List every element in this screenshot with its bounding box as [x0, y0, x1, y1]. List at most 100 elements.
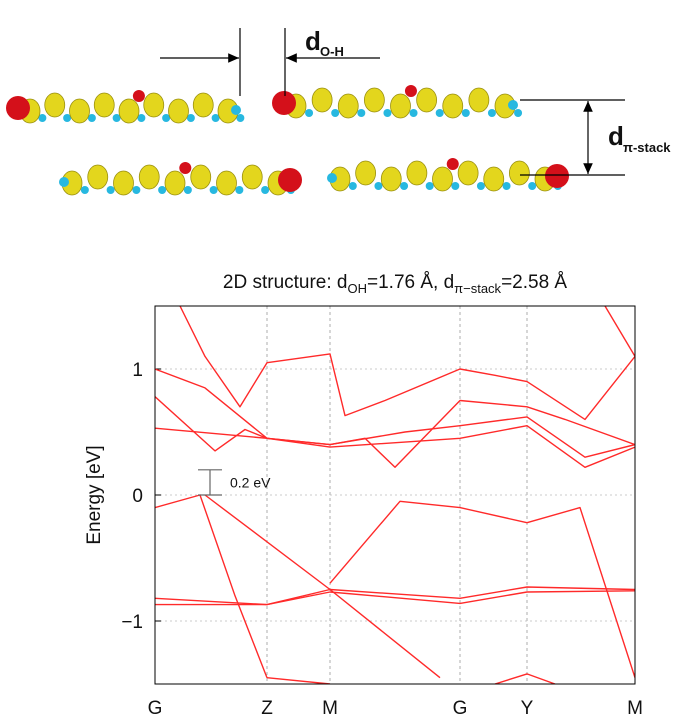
hydrogen — [112, 114, 121, 122]
hydrogen — [476, 182, 485, 190]
hydrogen — [305, 109, 314, 117]
carbon — [192, 92, 214, 118]
hydrogen — [528, 182, 537, 190]
band-line — [179, 306, 635, 421]
carbon — [380, 166, 402, 192]
hydrogen — [158, 186, 167, 194]
oxygen — [446, 158, 459, 170]
oxygen — [179, 162, 192, 174]
hydrogen — [327, 173, 337, 183]
y-tick-label: −1 — [121, 612, 143, 633]
carbon — [311, 87, 333, 113]
carbon — [406, 160, 428, 186]
x-tick-label: G — [453, 698, 468, 719]
carbon — [508, 160, 530, 186]
band-line — [604, 306, 635, 357]
carbon — [216, 170, 237, 196]
hydrogen — [502, 182, 511, 190]
bands — [155, 306, 635, 684]
carbon — [355, 160, 377, 186]
hydrogen — [137, 114, 146, 122]
hydrogen — [261, 186, 270, 194]
band-line — [266, 677, 331, 684]
hydrogen — [451, 182, 460, 190]
carbon — [416, 87, 438, 113]
carbon — [143, 92, 165, 118]
band-line — [155, 586, 635, 606]
plot: G Z M G Y M −1 0 1 0.2 eV — [121, 305, 643, 719]
oxygen — [278, 168, 302, 192]
hydrogen — [331, 109, 340, 117]
oxygen — [545, 164, 569, 188]
band-line — [494, 673, 556, 684]
y-tick-label: 1 — [132, 360, 143, 381]
carbon — [190, 164, 212, 190]
carbon — [457, 160, 479, 186]
hydrogen — [186, 114, 195, 122]
hydrogen — [514, 109, 523, 117]
hydrogen — [38, 114, 47, 122]
carbon — [432, 166, 453, 192]
hydrogen — [374, 182, 383, 190]
carbon — [113, 170, 134, 196]
band-line — [155, 425, 635, 468]
x-tick-label: M — [322, 698, 338, 719]
oxygen — [404, 85, 417, 97]
carbon — [241, 164, 263, 190]
d-subscript: π-stack — [623, 140, 671, 155]
carbon — [93, 92, 115, 118]
hydrogen — [209, 186, 218, 194]
oxygen — [132, 90, 145, 102]
band-line — [204, 494, 441, 679]
hydrogen — [106, 186, 115, 194]
dimension-lines — [160, 28, 625, 176]
hydrogen — [383, 109, 392, 117]
band-line — [155, 590, 635, 606]
oxygen — [272, 91, 296, 115]
x-tick-label: Y — [521, 698, 534, 719]
hydrogen — [87, 114, 96, 122]
band-line — [329, 500, 635, 678]
x-tick-label: Z — [261, 698, 273, 719]
hydrogen — [508, 100, 518, 110]
d-symbol: d — [305, 26, 321, 56]
hydrogen — [357, 109, 366, 117]
hydrogen — [461, 109, 470, 117]
hydrogen — [183, 186, 192, 194]
carbon — [118, 98, 140, 124]
hydrogen — [236, 114, 245, 122]
carbon — [468, 87, 490, 113]
carbon — [138, 164, 160, 190]
hydrogen — [235, 186, 244, 194]
band-line — [155, 396, 635, 468]
oxygen — [6, 96, 30, 120]
hydrogen — [425, 182, 434, 190]
d-symbol: d — [608, 121, 624, 151]
x-tick-label: G — [148, 698, 163, 719]
hydrogen — [409, 109, 418, 117]
carbon — [363, 87, 385, 113]
carbon — [69, 98, 90, 124]
hydrogen — [59, 177, 69, 187]
hydrogen — [132, 186, 141, 194]
band-line — [155, 368, 635, 458]
carbon — [442, 93, 464, 119]
molecular-structure — [6, 85, 569, 196]
hydrogen — [231, 105, 241, 115]
x-tick-label: M — [627, 698, 643, 719]
d-subscript: O-H — [320, 44, 344, 59]
carbon — [44, 92, 66, 118]
y-axis-label: Energy [eV] — [84, 445, 105, 544]
hydrogen — [348, 182, 357, 190]
plot-frame — [154, 305, 636, 685]
carbon — [87, 164, 109, 190]
carbon — [164, 170, 186, 196]
hydrogen — [400, 182, 409, 190]
annotation: 0.2 eV — [230, 474, 271, 490]
carbon — [390, 93, 411, 119]
hydrogen — [80, 186, 89, 194]
hydrogen — [487, 109, 496, 117]
carbon — [168, 98, 189, 124]
hydrogen — [63, 114, 72, 122]
